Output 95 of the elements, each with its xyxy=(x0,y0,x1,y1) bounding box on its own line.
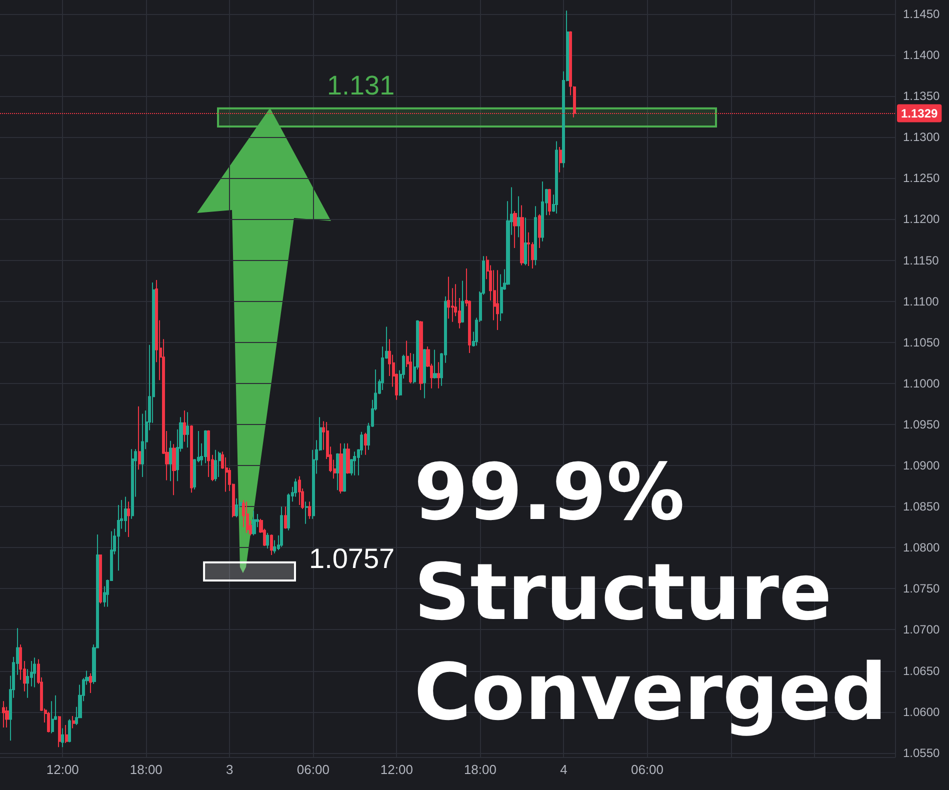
y-tick-label: 1.1350 xyxy=(903,89,940,104)
candlestick xyxy=(559,146,562,173)
candlestick xyxy=(127,501,130,538)
candlestick xyxy=(447,276,450,320)
candlestick xyxy=(500,274,503,322)
annotation: Structure xyxy=(414,548,832,638)
x-tick-label: 06:00 xyxy=(630,762,664,777)
candlestick xyxy=(343,442,346,492)
candlestick xyxy=(517,196,520,238)
y-tick-label: 1.0550 xyxy=(903,746,940,760)
y-tick-label: 1.1250 xyxy=(903,171,940,186)
candlestick xyxy=(419,320,423,390)
y-tick-label: 1.0750 xyxy=(903,582,940,596)
candlestick xyxy=(437,362,440,389)
candlestick xyxy=(496,270,499,331)
y-tick-label: 1.1000 xyxy=(903,376,940,390)
candlestick xyxy=(58,715,61,748)
candlestick xyxy=(68,718,71,743)
candlestick xyxy=(207,430,210,478)
candlestick xyxy=(280,506,283,548)
x-tick-label: 12:00 xyxy=(46,762,79,777)
candlestick xyxy=(72,715,75,729)
x-tick-label: 06:00 xyxy=(296,762,330,777)
candlestick xyxy=(190,424,193,494)
candlestick xyxy=(294,478,297,498)
y-tick-label: 1.0650 xyxy=(903,664,940,678)
candlestick xyxy=(534,206,537,266)
candlestick xyxy=(214,449,217,482)
candlestick xyxy=(527,232,530,267)
candlestick xyxy=(65,724,68,744)
x-tick-label: 18:00 xyxy=(464,762,496,777)
annotation: Converged xyxy=(414,648,888,738)
candlestick xyxy=(548,188,551,216)
y-tick-label: 1.1200 xyxy=(903,212,940,226)
y-tick-label: 1.0800 xyxy=(903,540,940,555)
y-tick-label: 1.1050 xyxy=(903,335,940,350)
candlestick xyxy=(538,214,541,248)
candlestick xyxy=(246,501,249,534)
candlestick xyxy=(305,501,308,524)
candlestick xyxy=(89,672,92,694)
x-tick-label: 3 xyxy=(226,762,234,777)
candlestick xyxy=(138,406,141,470)
x-tick-label: 12:00 xyxy=(380,762,413,777)
y-tick-label: 1.1150 xyxy=(903,253,940,268)
candlestick xyxy=(186,412,189,448)
y-tick-label: 1.1450 xyxy=(903,6,940,21)
candlestick xyxy=(423,348,426,399)
candlestick xyxy=(364,432,367,456)
y-tick-label: 1.0700 xyxy=(903,622,940,637)
candlestick xyxy=(346,442,350,474)
annotation: 99.9% xyxy=(414,448,685,538)
candlestick xyxy=(99,554,102,604)
candlestick xyxy=(204,430,207,464)
candlestick xyxy=(218,451,221,478)
candlestick xyxy=(524,217,527,266)
y-tick-label: 1.1400 xyxy=(903,48,940,62)
x-tick-label: 18:00 xyxy=(130,762,162,777)
y-tick-label: 1.0900 xyxy=(903,458,940,473)
y-tick-label: 1.0850 xyxy=(903,500,940,514)
candlestick xyxy=(33,657,36,688)
y-tick-label: 1.1100 xyxy=(903,294,940,308)
x-tick-label: 4 xyxy=(560,762,568,777)
candlestick xyxy=(117,504,120,572)
candlestick xyxy=(270,534,273,556)
candlestick xyxy=(339,442,343,494)
candlestick xyxy=(541,180,544,242)
candlestick xyxy=(124,496,127,533)
candlestick xyxy=(336,452,339,491)
y-tick-label: 1.0600 xyxy=(903,704,940,719)
candlestick xyxy=(266,532,269,549)
candlestick xyxy=(169,440,172,482)
band-label: 1.0757 xyxy=(308,542,395,574)
y-tick-label: 1.1300 xyxy=(903,130,940,144)
candlestick xyxy=(520,204,524,266)
candlestick xyxy=(141,413,144,478)
candlestick xyxy=(47,711,50,733)
ref-line-label: 1.1329 xyxy=(901,106,938,120)
candlestick xyxy=(235,498,238,518)
candlestick xyxy=(353,451,356,476)
candlestick xyxy=(252,510,256,536)
y-tick-label: 1.0950 xyxy=(903,417,940,432)
candlestick xyxy=(183,410,186,442)
candlestick xyxy=(433,349,437,379)
candlestick xyxy=(172,444,176,496)
candlestick xyxy=(273,540,276,554)
candlestick xyxy=(284,506,287,530)
candlestick xyxy=(131,448,134,520)
candlestick xyxy=(61,728,64,748)
candlestick xyxy=(555,140,558,214)
candlestick xyxy=(461,280,464,324)
band-label: 1.131 xyxy=(327,70,395,100)
candlestick xyxy=(298,476,301,506)
candlestick xyxy=(513,210,517,248)
candlestick xyxy=(308,501,311,520)
candlestick xyxy=(2,700,5,728)
